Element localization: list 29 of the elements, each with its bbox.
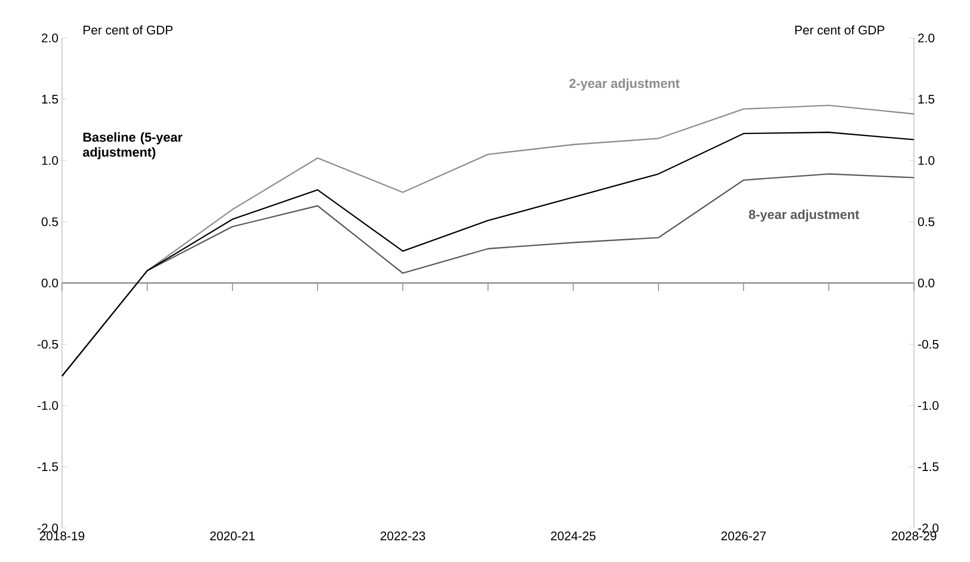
y-tick-label: 1.0 — [42, 156, 58, 165]
y-tick-label: 1.5 — [42, 94, 58, 104]
x-tick-label: 2024-25 — [550, 532, 596, 540]
x-tick-label: 2022-23 — [380, 532, 426, 540]
y2-tick-label: 2.0 — [918, 34, 934, 42]
y2-tick-label: 1.0 — [918, 156, 934, 165]
y-axis-title: Per cent of GDP — [84, 25, 173, 34]
y-tick-label: -0.5 — [38, 340, 58, 349]
x-tick-label: 2020-21 — [210, 532, 255, 540]
y2-tick-label: 1.5 — [918, 94, 934, 104]
y2-tick-label: -0.5 — [918, 340, 938, 349]
x-tick-label: 2018-19 — [40, 532, 84, 540]
y-tick-label: -1.5 — [38, 462, 58, 472]
y-tick-label: 2.0 — [42, 34, 58, 42]
y-tick-label: 0.0 — [42, 278, 58, 288]
y2-tick-label: -1.0 — [918, 401, 939, 410]
x-tick-label: 2026-27 — [721, 532, 766, 540]
text: 8-year adjustment — [748, 210, 860, 222]
y-tick-label: -2.0 — [38, 524, 58, 532]
text: 2-year adjustment — [569, 78, 680, 91]
text: Baseline (5-year adjustment) — [82, 132, 182, 160]
y-tick-label: -1.0 — [38, 401, 58, 410]
y-tick-label: 0.5 — [42, 217, 58, 226]
y2-tick-label: -1.5 — [918, 462, 938, 472]
x-tick-label: 2028-29 — [892, 532, 936, 540]
y2-axis-title: Per cent of GDP — [795, 25, 884, 34]
y2-tick-label: 0.5 — [918, 217, 934, 226]
y2-tick-label: -2.0 — [918, 524, 939, 532]
y2-tick-label: 0.0 — [918, 278, 934, 288]
